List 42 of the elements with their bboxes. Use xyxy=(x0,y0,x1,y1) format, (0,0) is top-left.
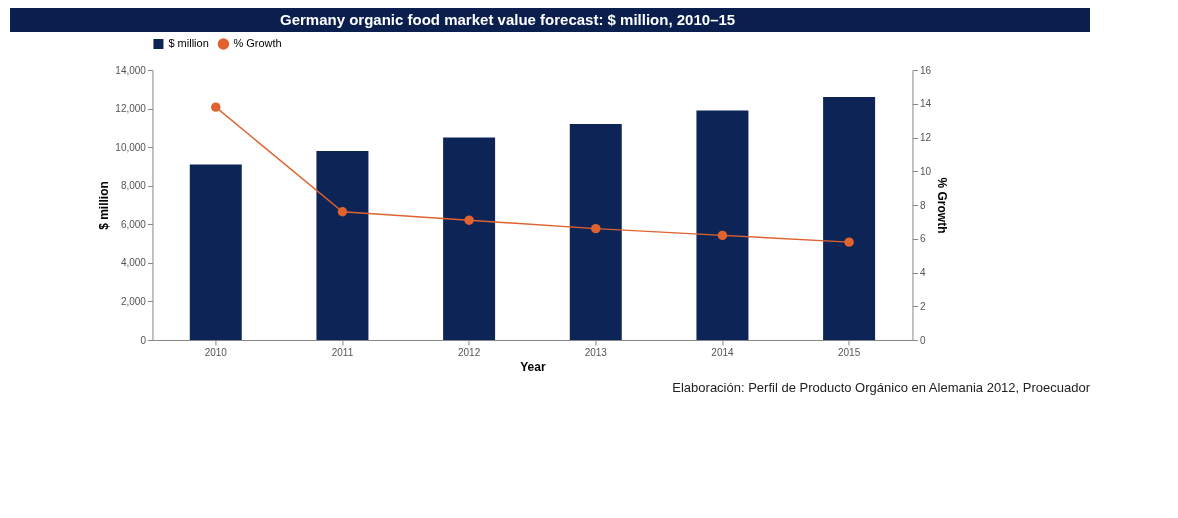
bar xyxy=(316,151,369,340)
y2-tick-label: 0 xyxy=(919,334,926,346)
y-tick-label: 4,000 xyxy=(120,257,147,269)
y-tick-label: 12,000 xyxy=(115,103,147,115)
x-tick-label: 2015 xyxy=(837,346,861,358)
legend-label: % Growth xyxy=(233,37,282,49)
y-axis-title: $ million xyxy=(97,181,112,230)
y-tick-label: 0 xyxy=(140,334,147,346)
point xyxy=(211,102,221,112)
point xyxy=(591,223,601,234)
bar xyxy=(189,164,242,340)
y-tick-label: 6,000 xyxy=(120,218,147,230)
bar xyxy=(696,110,749,340)
x-tick-label: 2011 xyxy=(331,346,354,358)
y-tick-label: 10,000 xyxy=(115,141,147,153)
chart-title: Germany organic food market value forecast: $ million, 2010–15 xyxy=(280,11,736,28)
y2-tick-label: 14 xyxy=(919,98,932,110)
bar xyxy=(443,137,496,340)
point xyxy=(337,207,348,217)
bar xyxy=(569,124,622,340)
y-tick-label: 2,000 xyxy=(120,295,147,307)
y2-tick-label: 4 xyxy=(919,267,926,278)
y2-tick-label: 8 xyxy=(919,199,926,211)
point xyxy=(844,237,854,247)
y2-tick-label: 6 xyxy=(919,233,926,245)
y2-axis-title: % Growth xyxy=(935,177,950,234)
y-tick-label: 8,000 xyxy=(120,180,147,192)
x-tick-label: 2014 xyxy=(711,346,734,358)
y2-tick-label: 16 xyxy=(919,64,932,76)
legend-label: $ million xyxy=(168,37,209,49)
x-tick-label: 2013 xyxy=(584,346,608,358)
x-tick-label: 2010 xyxy=(204,346,228,358)
x-axis-title: Year xyxy=(520,359,546,374)
point xyxy=(717,230,728,241)
y2-tick-label: 2 xyxy=(919,300,926,312)
text: Elaboración: Perfil de Producto Orgánico en Alemania 2012, Proecuador xyxy=(672,380,1091,395)
x-tick-label: 2012 xyxy=(457,346,481,358)
y2-tick-label: 10 xyxy=(919,165,932,177)
y2-tick-label: 12 xyxy=(919,132,932,143)
bar xyxy=(823,97,876,340)
point xyxy=(464,215,474,225)
y-tick-label: 14,000 xyxy=(115,64,147,76)
